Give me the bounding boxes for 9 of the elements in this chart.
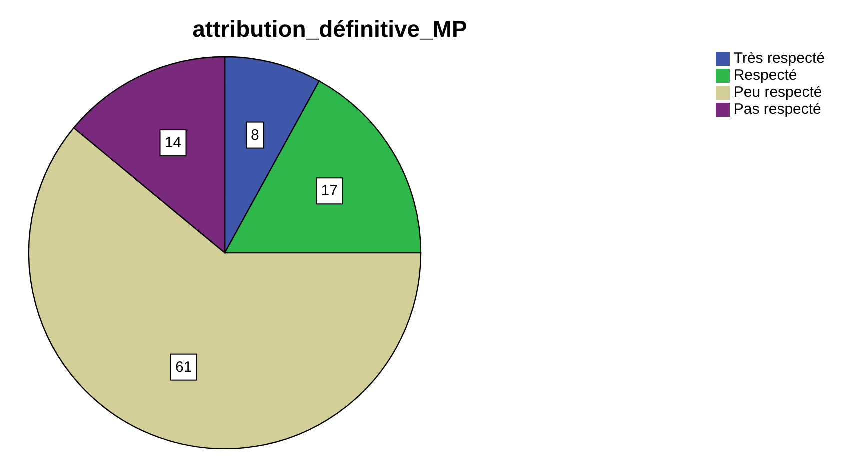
data-label: 17 [321,182,338,200]
legend-label: Pas respecté [734,101,822,118]
legend-label: Respecté [734,67,798,84]
legend-label: Peu respecté [734,84,822,101]
data-label: 8 [251,126,260,144]
chart-title: attribution_définitive_MP [192,16,468,43]
data-label: 61 [175,358,192,376]
data-label: 14 [164,134,182,152]
legend-label: Très respecté [734,50,825,67]
